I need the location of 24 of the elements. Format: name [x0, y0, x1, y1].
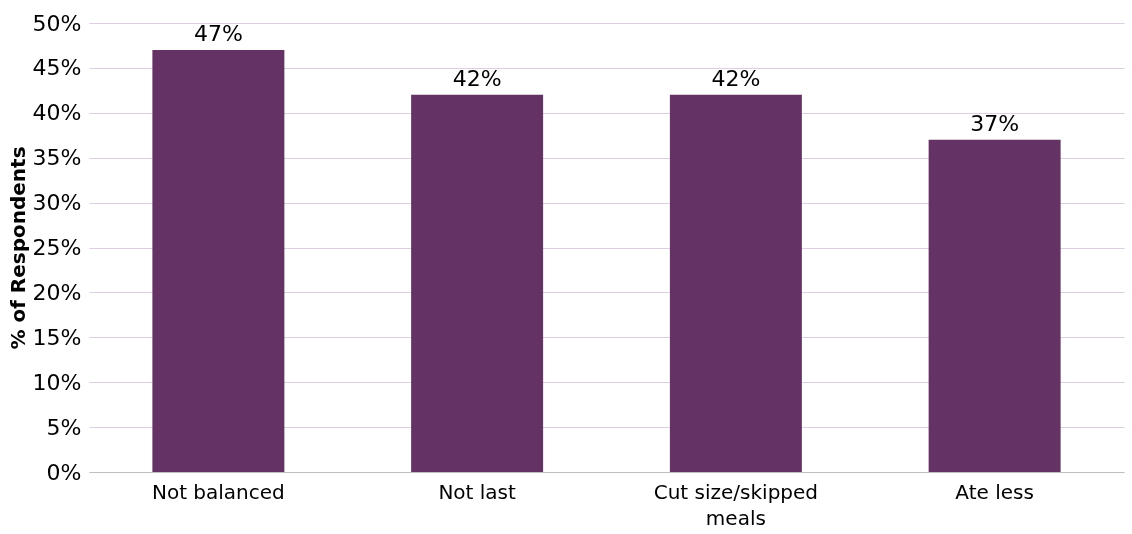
x-tick-label: Not last — [438, 479, 517, 504]
data-label: 47% — [193, 20, 243, 46]
y-tick-label: 5% — [46, 414, 82, 440]
data-label: 42% — [711, 65, 761, 91]
y-tick-label: 35% — [32, 145, 82, 171]
y-tick-label: 10% — [32, 369, 82, 395]
y-tick-label: 30% — [32, 190, 82, 216]
data-label: 42% — [452, 65, 502, 91]
bar — [928, 139, 1061, 472]
x-tick-label: Cut size/skipped meals — [653, 479, 819, 530]
y-tick-label: 25% — [32, 235, 82, 260]
x-tick-label: Not balanced — [151, 479, 285, 504]
x-tick-label: Ate less — [955, 479, 1034, 504]
y-tick-label: 50% — [32, 10, 82, 36]
bar — [411, 94, 544, 472]
bar — [152, 49, 285, 472]
data-label: 37% — [970, 110, 1020, 136]
y-tick-label: 20% — [32, 279, 82, 305]
y-tick-label: 15% — [32, 324, 82, 350]
y-tick-label: 0% — [46, 459, 82, 485]
y-axis-title: % of Respondents — [5, 146, 30, 350]
y-tick-label: 45% — [32, 55, 82, 81]
y-tick-label: 40% — [32, 100, 82, 126]
bar — [669, 94, 802, 472]
